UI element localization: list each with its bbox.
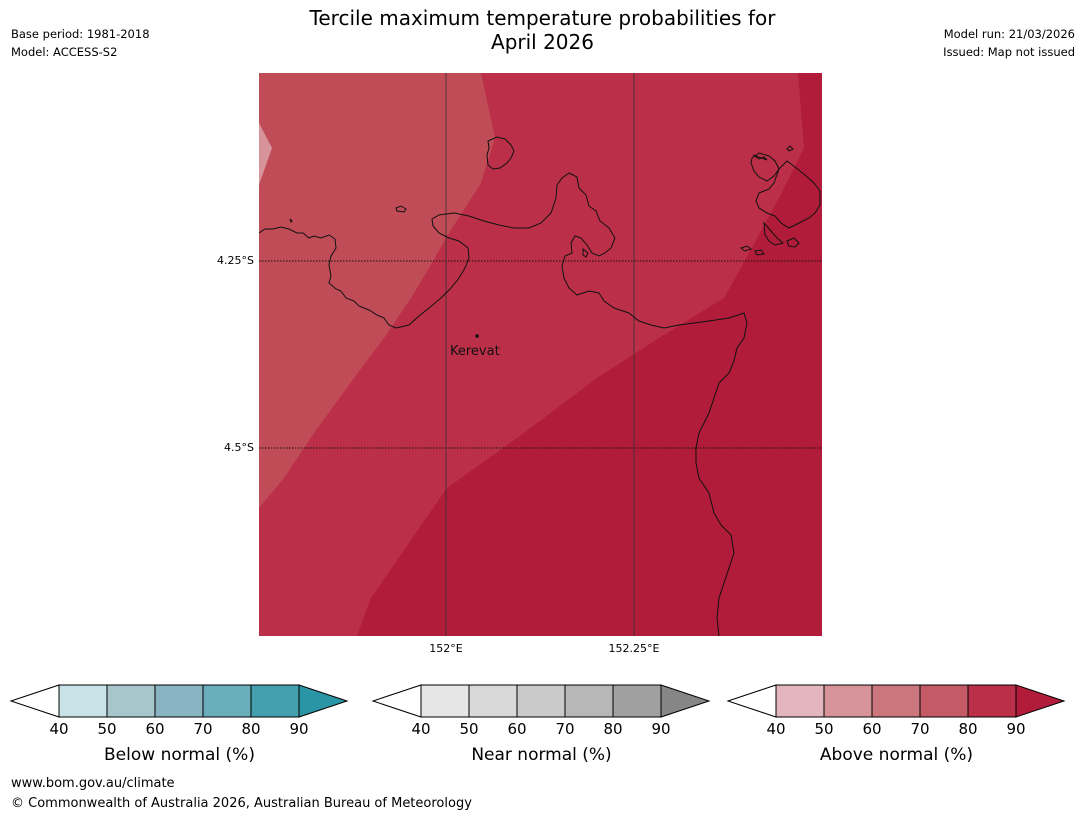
footer-url: www.bom.gov.au/climate xyxy=(11,776,175,791)
coastline xyxy=(259,136,821,636)
below-tick: 50 xyxy=(97,720,117,738)
below-under-triangle xyxy=(9,684,60,718)
below-50-60 xyxy=(106,684,156,718)
near-40-50 xyxy=(420,684,470,718)
near-tick: 70 xyxy=(555,720,575,738)
below-70-80 xyxy=(202,684,252,718)
below-80-90 xyxy=(250,684,300,718)
near-tick: 40 xyxy=(411,720,431,738)
colorbar-near-ticks: 40 50 60 70 80 90 xyxy=(371,720,712,740)
near-70-80 xyxy=(564,684,614,718)
above-tick: 80 xyxy=(958,720,978,738)
header-right: Model run: 21/03/2026 Issued: Map not is… xyxy=(943,25,1075,61)
map-title: Tercile maximum temperature probabilitie… xyxy=(0,6,1085,54)
above-tick: 70 xyxy=(910,720,930,738)
below-tick: 40 xyxy=(49,720,69,738)
above-40-50 xyxy=(775,684,825,718)
above-50-60 xyxy=(823,684,873,718)
title-line-2: April 2026 xyxy=(491,30,594,54)
near-over-triangle xyxy=(660,684,711,718)
kerevat-label: Kerevat xyxy=(450,344,500,359)
near-tick: 50 xyxy=(459,720,479,738)
kerevat-marker xyxy=(475,334,479,338)
colorbar-below xyxy=(9,684,349,718)
lon-label-152: 152°E xyxy=(429,642,463,655)
zone-above-50-60 xyxy=(259,123,272,185)
below-tick: 70 xyxy=(193,720,213,738)
colorbar-near xyxy=(371,684,711,718)
near-tick: 60 xyxy=(507,720,527,738)
near-80-90 xyxy=(612,684,662,718)
below-60-70 xyxy=(154,684,204,718)
footer-copyright: © Commonwealth of Australia 2026, Austra… xyxy=(11,796,472,811)
colorbar-above xyxy=(726,684,1066,718)
model-run-text: Model run: 21/03/2026 xyxy=(943,27,1075,41)
below-tick: 90 xyxy=(289,720,309,738)
title-line-1: Tercile maximum temperature probabilitie… xyxy=(309,6,776,30)
model-text: Model: ACCESS-S2 xyxy=(11,45,118,59)
above-tick: 50 xyxy=(814,720,834,738)
near-under-triangle xyxy=(371,684,422,718)
zone-above-60-70 xyxy=(259,73,495,508)
near-tick: 90 xyxy=(651,720,671,738)
colorbar-below-label: Below normal (%) xyxy=(104,745,255,765)
above-tick: 60 xyxy=(862,720,882,738)
above-over-triangle xyxy=(1015,684,1066,718)
lat-label-4-5: 4.5°S xyxy=(224,441,254,454)
above-80-90 xyxy=(967,684,1017,718)
below-over-triangle xyxy=(298,684,349,718)
near-50-60 xyxy=(468,684,518,718)
near-tick: 80 xyxy=(603,720,623,738)
base-period-text: Base period: 1981-2018 xyxy=(11,27,150,41)
colorbar-below-ticks: 40 50 60 70 80 90 xyxy=(9,720,350,740)
above-tick: 90 xyxy=(1006,720,1026,738)
colorbar-above-ticks: 40 50 60 70 80 90 xyxy=(726,720,1067,740)
below-40-50 xyxy=(58,684,108,718)
header-left: Base period: 1981-2018 Model: ACCESS-S2 xyxy=(11,25,150,61)
above-70-80 xyxy=(919,684,969,718)
colorbar-near-label: Near normal (%) xyxy=(471,745,612,765)
above-tick: 40 xyxy=(766,720,786,738)
below-tick: 60 xyxy=(145,720,165,738)
lon-label-152-25: 152.25°E xyxy=(608,642,660,655)
lat-label-4-25: 4.25°S xyxy=(217,254,254,267)
above-60-70 xyxy=(871,684,921,718)
probability-map: Kerevat xyxy=(259,73,822,636)
footer: www.bom.gov.au/climate © Commonwealth of… xyxy=(11,774,472,814)
below-tick: 80 xyxy=(241,720,261,738)
issued-text: Issued: Map not issued xyxy=(943,45,1075,59)
near-60-70 xyxy=(516,684,566,718)
above-under-triangle xyxy=(726,684,777,718)
colorbar-above-label: Above normal (%) xyxy=(819,745,974,765)
